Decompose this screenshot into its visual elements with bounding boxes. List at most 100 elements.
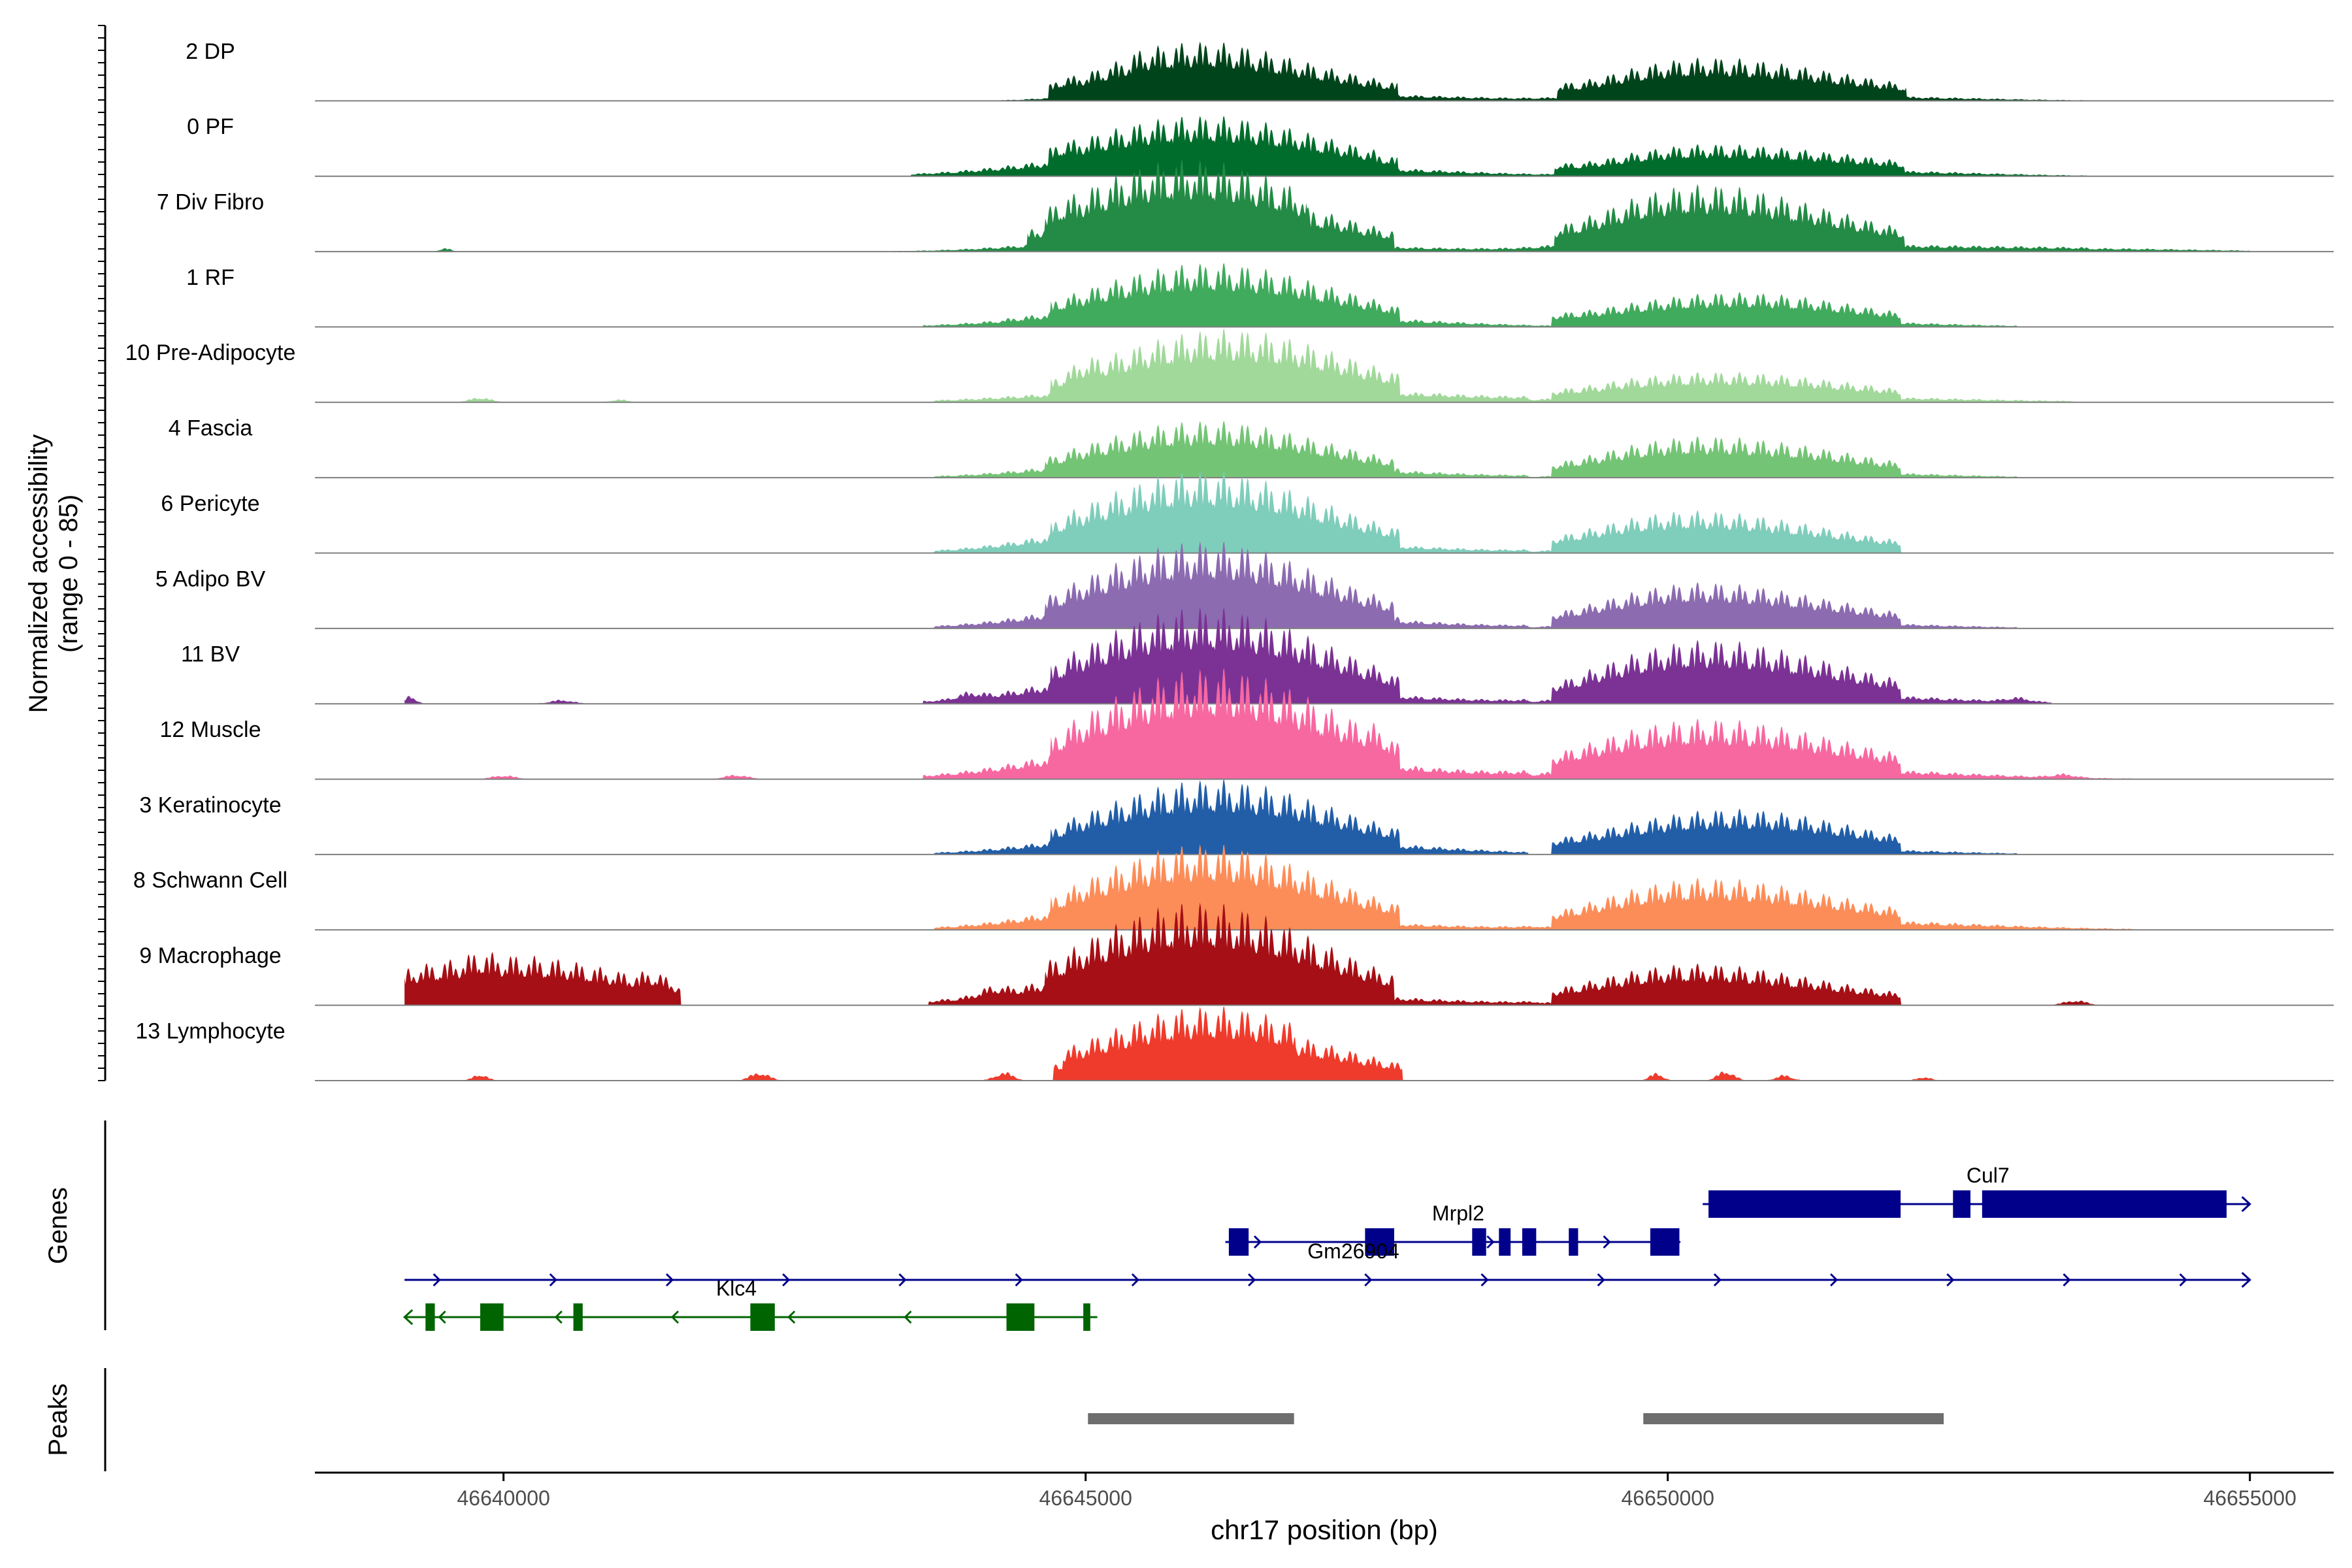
- strand-arrow: [2179, 1273, 2187, 1287]
- x-tick-label: 46645000: [1039, 1486, 1132, 1510]
- track-5-adipo-bv: 5 Adipo BV: [155, 541, 2334, 629]
- coverage-area-7-div-fibro: [404, 159, 2256, 252]
- strand-arrow: [549, 1273, 557, 1287]
- coverage-area-12-muscle: [404, 668, 2256, 779]
- coverage-area-3-keratinocyte: [404, 779, 2256, 855]
- strand-arrow: [1486, 1235, 1495, 1249]
- coverage-area-11-bv: [404, 607, 2256, 704]
- strand-arrow: [1364, 1273, 1373, 1287]
- track-label: 8 Schwann Cell: [133, 868, 287, 893]
- coverage-area-4-fascia: [404, 421, 2256, 478]
- track-label: 1 RF: [186, 265, 235, 290]
- coverage-area-8-schwann-cell: [404, 844, 2256, 930]
- gene-label: Klc4: [716, 1277, 757, 1300]
- coverage-area-9-macrophage: [404, 902, 2256, 1005]
- track-label: 12 Muscle: [160, 717, 261, 742]
- gene-gm26904: Gm26904: [404, 1239, 2251, 1288]
- strand-arrow: [1603, 1235, 1611, 1249]
- x-axis-label: chr17 position (bp): [1211, 1514, 1438, 1545]
- y-axis-label-line1: Normalized accessibility: [24, 434, 53, 713]
- gene-klc4: Klc4: [402, 1277, 1098, 1331]
- track-label: 2 DP: [186, 39, 235, 64]
- gene-label: Mrpl2: [1432, 1201, 1484, 1225]
- strand-arrow: [1480, 1273, 1489, 1287]
- strand-arrow: [666, 1273, 674, 1287]
- strand-arrow: [787, 1310, 796, 1324]
- track-4-fascia: 4 Fascia: [169, 416, 2334, 479]
- strand-arrow: [554, 1310, 563, 1324]
- x-axis-ticks: 46640000 46645000 46650000 46655000: [457, 1473, 2296, 1510]
- peaks-panel-label: Peaks: [44, 1383, 73, 1456]
- exon: [1708, 1190, 1901, 1218]
- exon: [750, 1303, 775, 1331]
- strand-arrow: [904, 1310, 912, 1324]
- track-1-rf: 1 RF: [186, 263, 2334, 328]
- track-label: 7 Div Fibro: [157, 189, 264, 214]
- strand-arrow: [402, 1309, 414, 1326]
- x-tick-label: 46640000: [457, 1486, 549, 1510]
- track-12-muscle: 12 Muscle: [160, 668, 2334, 780]
- coverage-area-5-adipo-bv: [404, 541, 2256, 629]
- track-0-pf: 0 PF: [187, 114, 2334, 177]
- strand-arrow: [1015, 1273, 1023, 1287]
- track-13-lymphocyte: 13 Lymphocyte: [135, 1006, 2334, 1081]
- x-tick-label: 46655000: [2204, 1486, 2296, 1510]
- gene-cul7: Cul7: [1703, 1164, 2251, 1218]
- strand-arrow: [2241, 1196, 2251, 1213]
- gene-track: Cul7 Mrpl2 Gm26904 Klc4: [402, 1164, 2251, 1331]
- track-9-macrophage: 9 Macrophage: [139, 902, 2334, 1006]
- track-8-schwann-cell: 8 Schwann Cell: [133, 844, 2334, 931]
- track-10-pre-adipocyte: 10 Pre-Adipocyte: [125, 329, 2334, 403]
- coverage-area-13-lymphocyte: [404, 1006, 2256, 1081]
- gene-label: Cul7: [1967, 1164, 2010, 1187]
- coverage-area-0-pf: [404, 116, 2256, 176]
- track-label: 9 Macrophage: [139, 943, 281, 968]
- exon: [573, 1303, 583, 1331]
- exon: [1472, 1228, 1486, 1256]
- exon: [1650, 1228, 1680, 1256]
- coverage-area-1-rf: [404, 263, 2256, 327]
- coverage-tracks: 2 DP 0 PF 7 Div Fibro 1 RF 10 Pre-Adipocyte 4…: [125, 39, 2334, 1081]
- strand-arrow: [1713, 1273, 1722, 1287]
- track-label: 3 Keratinocyte: [139, 792, 281, 817]
- exon: [425, 1303, 435, 1331]
- strand-arrow: [1253, 1235, 1262, 1249]
- strand-arrow: [1597, 1273, 1605, 1287]
- track-label: 6 Pericyte: [161, 491, 259, 516]
- strand-arrow: [2063, 1273, 2071, 1287]
- track-label: 0 PF: [187, 114, 234, 139]
- exon: [1499, 1228, 1511, 1256]
- exon: [1953, 1190, 1971, 1218]
- strand-arrow: [898, 1273, 907, 1287]
- exon: [1982, 1190, 2227, 1218]
- track-3-keratinocyte: 3 Keratinocyte: [139, 779, 2334, 855]
- x-tick-label: 46650000: [1622, 1486, 1714, 1510]
- strand-arrow: [2241, 1271, 2251, 1288]
- strand-arrow: [1830, 1273, 1838, 1287]
- exon: [1228, 1228, 1249, 1256]
- coverage-area-2-dp: [404, 41, 2256, 101]
- exon: [1569, 1228, 1578, 1256]
- track-label: 11 BV: [181, 642, 240, 667]
- coverage-area-6-pericyte: [404, 471, 2256, 553]
- track-11-bv: 11 BV: [181, 607, 2334, 705]
- exon: [1365, 1228, 1394, 1256]
- track-label: 4 Fascia: [169, 416, 253, 441]
- exon: [1522, 1228, 1537, 1256]
- strand-arrow: [670, 1310, 679, 1324]
- genes-panel-label: Genes: [44, 1187, 73, 1264]
- strand-arrow: [438, 1310, 446, 1324]
- track-y-axis: [98, 25, 106, 1081]
- track-label: 10 Pre-Adipocyte: [125, 340, 296, 365]
- exon: [1006, 1303, 1035, 1331]
- strand-arrow: [1131, 1273, 1140, 1287]
- track-2-dp: 2 DP: [186, 39, 2334, 102]
- track-7-div-fibro: 7 Div Fibro: [157, 159, 2334, 253]
- track-6-pericyte: 6 Pericyte: [161, 471, 2334, 554]
- coverage-area-10-pre-adipocyte: [404, 329, 2256, 402]
- gene-label: Gm26904: [1307, 1239, 1399, 1263]
- strand-arrow: [1248, 1273, 1256, 1287]
- y-axis-label-line2: (range 0 - 85): [54, 495, 83, 653]
- peak-track: [1088, 1413, 1944, 1424]
